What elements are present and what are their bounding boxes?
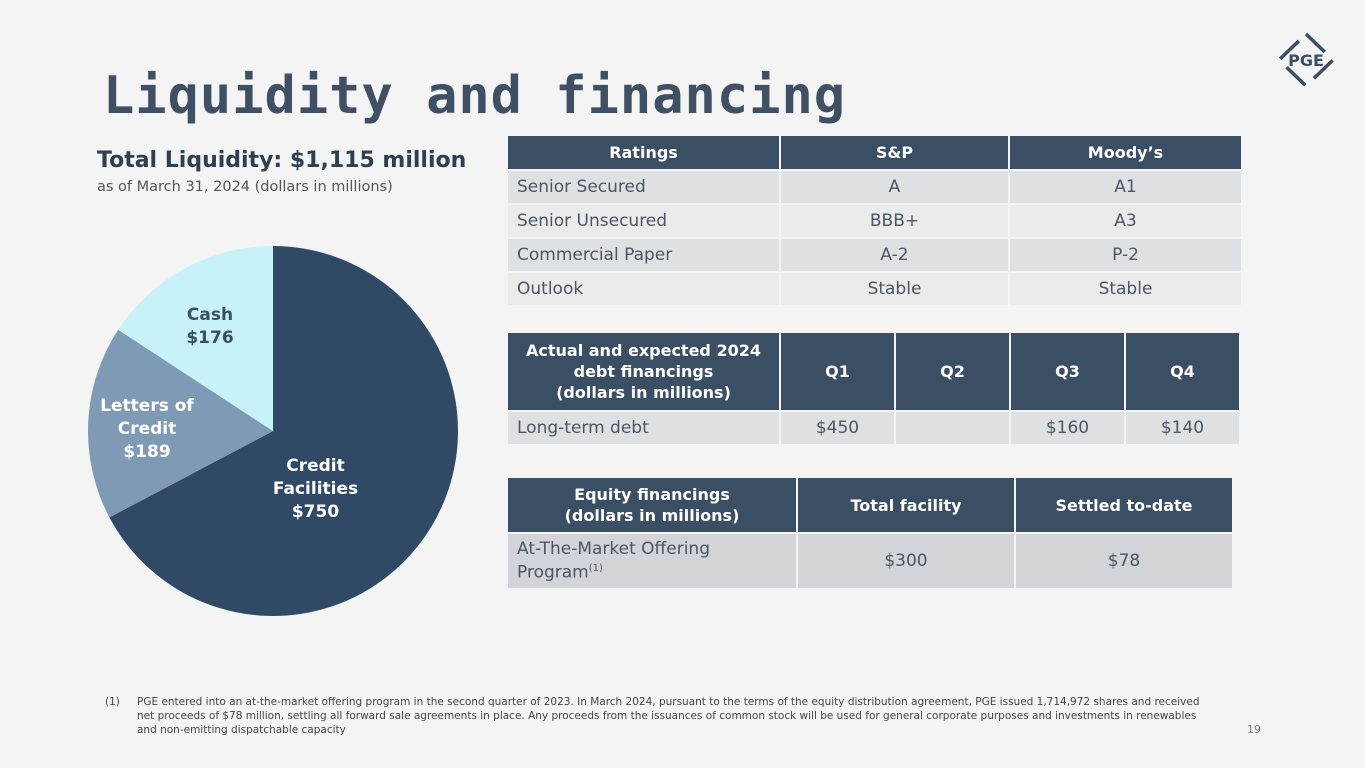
pie-label-letters-of-credit: Letters of Credit $189 — [100, 396, 194, 462]
table-row: Long-term debt $450 $160 $140 — [508, 412, 1239, 444]
page-title: Liquidity and financing — [103, 66, 847, 126]
svg-text:PGE: PGE — [1288, 51, 1324, 70]
footnote: (1) PGE entered into an at-the-market off… — [105, 696, 1200, 736]
header-moodys: Moody’s — [1010, 136, 1241, 169]
pie-slice-letters-of-credit — [88, 329, 273, 518]
header-settled: Settled to-date — [1016, 478, 1232, 532]
table-row: Senior Unsecured BBB+ A3 — [508, 205, 1241, 237]
pie-label-credit-facilities: Credit Facilities $750 — [272, 456, 359, 522]
liquidity-subtitle: as of March 31, 2024 (dollars in million… — [97, 179, 393, 195]
equity-financings-table: Equity financings (dollars in millions) T… — [506, 476, 1234, 590]
liquidity-title: Total Liquidity: $1,115 million — [97, 148, 467, 173]
table-row: Commercial Paper A-2 P-2 — [508, 239, 1241, 271]
header-q2: Q2 — [896, 333, 1009, 410]
header-total-facility: Total facility — [798, 478, 1014, 532]
header-q4: Q4 — [1126, 333, 1239, 410]
header-q3: Q3 — [1011, 333, 1124, 410]
pie-slice-credit-facilities — [109, 246, 458, 616]
header-sp: S&P — [781, 136, 1008, 169]
header-q1: Q1 — [781, 333, 894, 410]
pie-label-cash: Cash $176 — [186, 305, 234, 348]
debt-financings-table: Actual and expected 2024 debt financings(… — [506, 331, 1241, 446]
table-row: At-The-Market Offering Program(1) $300 $78 — [508, 534, 1232, 588]
ratings-table: Ratings S&P Moody’s Senior Secured A A1 Seni… — [506, 134, 1243, 307]
header-debt-financings: Actual and expected 2024 debt financings(… — [508, 333, 779, 410]
table-row: Outlook Stable Stable — [508, 273, 1241, 305]
pie-slice-cash — [118, 246, 273, 431]
header-equity-financings: Equity financings (dollars in millions) — [508, 478, 796, 532]
liquidity-pie-chart: Credit Facilities $750 Letters of Credit $18… — [80, 240, 470, 630]
page-number: 19 — [1247, 723, 1261, 736]
header-ratings: Ratings — [508, 136, 779, 169]
table-row: Senior Secured A A1 — [508, 171, 1241, 203]
pge-logo: PGE — [1276, 31, 1336, 89]
